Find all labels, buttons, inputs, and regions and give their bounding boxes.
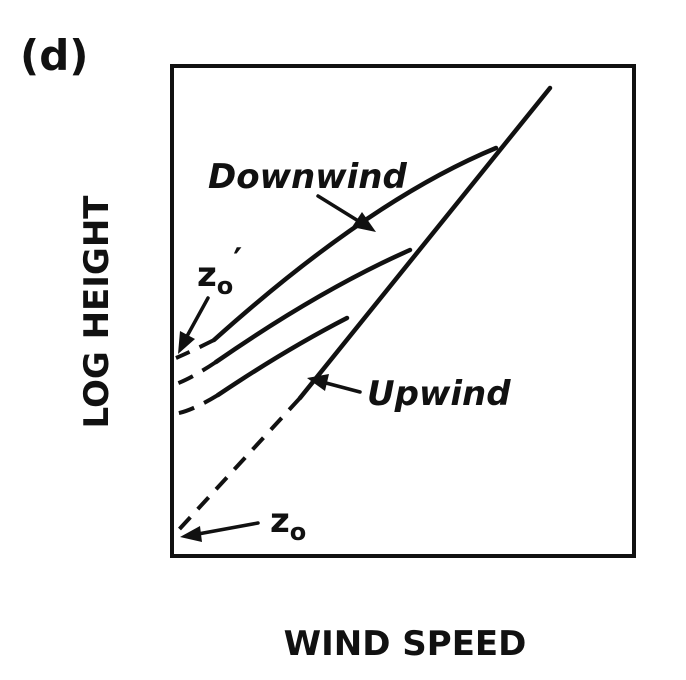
panel-label: (d) bbox=[20, 31, 88, 80]
upwind-profile-line bbox=[297, 85, 553, 401]
plot-frame bbox=[170, 64, 636, 558]
z0-leader-line bbox=[196, 521, 260, 536]
z0-prime-main: z bbox=[197, 255, 217, 295]
upwind-arrow-head bbox=[307, 374, 329, 391]
downwind-extrapolation-middle bbox=[175, 360, 218, 386]
downwind-profile-curve-bottom bbox=[215, 315, 350, 398]
downwind-extrapolation-top bbox=[175, 338, 215, 360]
upwind-profile-extrapolation bbox=[172, 396, 302, 537]
downwind-label: Downwind bbox=[208, 157, 407, 197]
downwind-arrow-head bbox=[352, 212, 376, 232]
downwind-extrapolation-bottom bbox=[173, 393, 220, 416]
upwind-label: Upwind bbox=[367, 374, 511, 414]
y-axis-label: LOG HEIGHT bbox=[77, 195, 117, 429]
z0-subscript: o bbox=[290, 518, 307, 546]
downwind-leader-line bbox=[316, 194, 362, 224]
z0-prime-label: zo′ bbox=[197, 241, 242, 300]
upwind-leader-line bbox=[324, 381, 362, 394]
z0-main: z bbox=[270, 501, 290, 541]
z0-prime-subscript: o bbox=[217, 272, 234, 300]
x-axis-label: WIND SPEED bbox=[284, 624, 527, 664]
downwind-profile-curve-middle bbox=[213, 247, 413, 365]
z0-label: zo bbox=[270, 501, 306, 546]
z0-arrow-head bbox=[180, 526, 202, 542]
z0-prime-leader-line bbox=[184, 296, 210, 340]
z0-prime-mark: ′ bbox=[233, 241, 242, 281]
z0-prime-arrow-head bbox=[178, 331, 195, 354]
